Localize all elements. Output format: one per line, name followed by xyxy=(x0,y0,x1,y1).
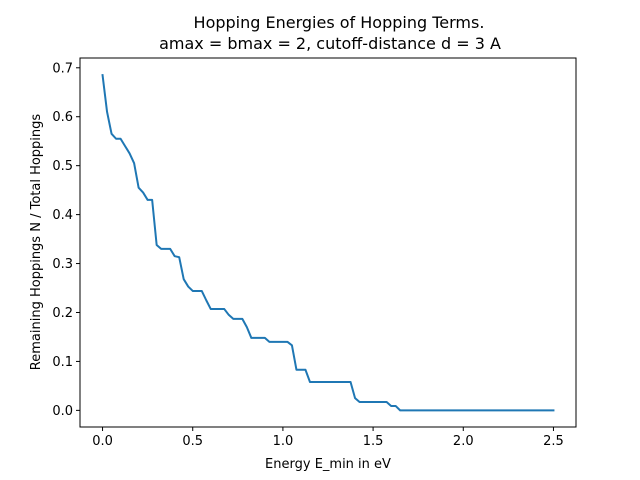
x-tick-label: 2.0 xyxy=(453,434,474,449)
x-tick-label: 1.0 xyxy=(273,434,294,449)
y-tick-label: 0.2 xyxy=(52,306,73,321)
x-tick-label: 1.5 xyxy=(363,434,384,449)
series-line-0 xyxy=(101,74,555,412)
y-axis-label: Remaining Hoppings N / Total Hoppings xyxy=(29,114,44,371)
y-tick-label: 0.5 xyxy=(52,159,73,174)
axes-frame xyxy=(79,57,577,428)
x-tick-label: 2.5 xyxy=(543,434,564,449)
y-tick-label: 0.0 xyxy=(52,404,73,419)
x-axis-label: Energy E_min in eV xyxy=(265,457,391,472)
x-tick-label: 0.5 xyxy=(182,434,203,449)
y-tick-label: 0.6 xyxy=(52,110,73,125)
y-tick-label: 0.4 xyxy=(52,208,73,223)
y-tick-label: 0.1 xyxy=(52,355,73,370)
y-tick-label: 0.7 xyxy=(52,61,73,76)
y-tick-label: 0.3 xyxy=(52,257,73,272)
x-tick-label: 0.0 xyxy=(92,434,113,449)
chart-title-line-2: amax = bmax = 2, cutoff-distance d = 3 A xyxy=(159,34,501,53)
plot-area: 0.0 0.5 1.0 1.5 2.0 2.5 0.0 0.1 0.2 0.3 0.4 0.5 0.6 0… xyxy=(52,57,577,449)
chart-title-line-1: Hopping Energies of Hopping Terms. xyxy=(194,13,485,32)
